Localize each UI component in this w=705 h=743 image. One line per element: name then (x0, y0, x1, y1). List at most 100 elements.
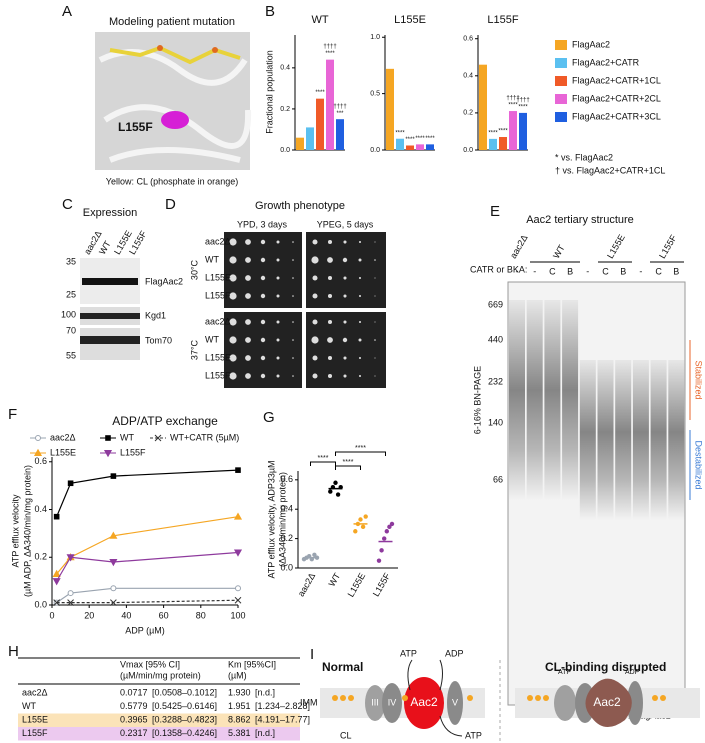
legend-label: WT+CATR (5µM) (170, 432, 239, 442)
colony (312, 239, 318, 245)
condition: C (602, 266, 609, 276)
x-tick-label: aac2Δ (296, 571, 317, 598)
colony (343, 320, 347, 324)
colony (358, 258, 362, 262)
colony (276, 374, 280, 378)
colony (374, 321, 376, 323)
colony (343, 374, 347, 378)
colony (276, 356, 280, 360)
colony (342, 337, 348, 343)
colony (245, 275, 251, 281)
y-tick-label: 0.0 (34, 599, 47, 609)
point (328, 489, 333, 494)
colony (374, 357, 376, 359)
colony (343, 240, 347, 244)
strain-label: aac2Δ (205, 316, 231, 326)
band-label: FlagAac2 (145, 276, 183, 286)
point (333, 480, 338, 485)
x-tick-label: 0 (49, 610, 54, 620)
marker (52, 578, 61, 586)
condition: - (533, 266, 536, 276)
point (382, 536, 387, 541)
lane-label: aac2Δ (508, 233, 529, 260)
colony (311, 336, 319, 344)
colony (358, 338, 362, 342)
y-axis-label: (ΔA340/min/mg protein) (277, 472, 287, 567)
table-cell: [0.3288–0.4823] (152, 714, 217, 724)
colony (358, 276, 362, 280)
temperature: 37°C (189, 339, 199, 360)
mw-marker: 669 (488, 299, 503, 309)
y-tick-label: 0.2 (280, 533, 293, 543)
y-tick-label: 0.0 (280, 562, 293, 572)
legend-marker (154, 434, 162, 442)
bar (519, 112, 527, 150)
colony (343, 294, 347, 298)
significance: **** (318, 455, 329, 462)
significance: **** (508, 103, 518, 109)
panel-letter: E (490, 203, 500, 220)
mw-marker: 100 (61, 309, 76, 319)
condition: B (567, 266, 573, 276)
x-tick-label: 100 (230, 610, 245, 620)
bar (326, 59, 334, 151)
colony (292, 295, 294, 297)
strain-label: WT (205, 254, 219, 264)
colony (374, 339, 376, 341)
lipid (652, 695, 658, 701)
legend-label: WT (120, 432, 134, 442)
significance: †††† (323, 44, 336, 50)
series-line (56, 516, 239, 575)
legend-label: L155E (50, 447, 76, 457)
marker (52, 569, 61, 577)
lane-label: L155E (605, 233, 627, 261)
marker (235, 467, 241, 473)
lipid (543, 695, 549, 701)
significance: **** (325, 51, 335, 57)
panel-letter: A (62, 3, 72, 20)
colony (229, 238, 237, 246)
legend-marker (33, 448, 43, 456)
colony (292, 277, 294, 279)
table-cell: aac2Δ (22, 687, 48, 697)
y-tick-label: 0.0 (370, 147, 380, 154)
table-cell: 8.862 (228, 714, 251, 724)
legend-swatch (555, 76, 567, 86)
y-tick-label: 0.0 (463, 147, 473, 154)
significance: †††† (333, 104, 346, 110)
colony (374, 259, 376, 261)
colony (358, 356, 362, 360)
colony (327, 275, 333, 281)
mw-marker: 140 (488, 417, 503, 427)
point (389, 521, 395, 527)
legend-label: FlagAac2+CATR+2CL (572, 93, 661, 103)
lipid (660, 695, 666, 701)
x-tick-label: 40 (121, 610, 131, 620)
significance: **** (315, 90, 325, 96)
colony (327, 239, 333, 245)
x-tick-label: L155E (346, 571, 368, 599)
complex (627, 681, 643, 725)
bar (416, 144, 424, 150)
point (379, 548, 384, 553)
marker (110, 599, 117, 606)
gel-smear (526, 300, 543, 500)
temperature: 30°C (189, 259, 199, 280)
membrane-label: IMM (300, 697, 318, 707)
colony (245, 337, 251, 343)
panel-letter: C (62, 196, 73, 213)
colony (292, 339, 294, 341)
y-tick-label: 0.5 (370, 90, 380, 97)
significance: **** (425, 136, 435, 142)
table-cell: [n.d.] (255, 687, 275, 697)
colony (245, 257, 251, 263)
bar (306, 127, 314, 150)
lipid-label: CL (340, 730, 352, 740)
strain-label: L155F (205, 370, 231, 380)
marker (67, 590, 74, 597)
colony (229, 372, 237, 380)
complex-label: IV (388, 697, 397, 707)
stabilized-label: Stabilized (694, 360, 704, 399)
table-cell: [0.0508–0.1012] (152, 687, 217, 697)
y-tick-label: 0.2 (280, 106, 290, 113)
